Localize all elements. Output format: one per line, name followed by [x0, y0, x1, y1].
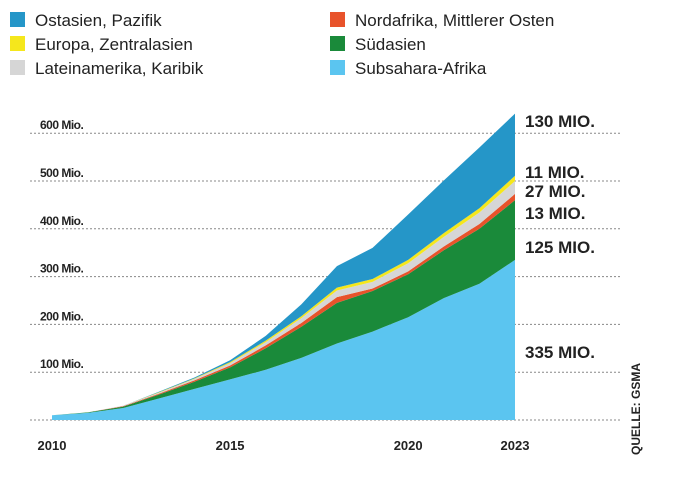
- legend-swatch: [330, 12, 345, 27]
- legend-label: Europa, Zentralasien: [35, 35, 193, 54]
- y-tick-label: 400 Mio.: [40, 214, 84, 228]
- legend-swatch: [10, 12, 25, 27]
- end-label: 335 MIO.: [525, 343, 595, 362]
- source-label: QUELLE: GSMA: [629, 363, 643, 455]
- area-subsahara-afrika: [52, 259, 515, 420]
- x-tick-label: 2015: [216, 438, 245, 453]
- end-label: 130 MIO.: [525, 112, 595, 131]
- end-label: 125 MIO.: [525, 238, 595, 257]
- x-tick-label: 2023: [501, 438, 530, 453]
- end-label: 27 MIO.: [525, 182, 585, 201]
- legend-swatch: [330, 60, 345, 75]
- y-tick-label: 600 Mio.: [40, 118, 84, 132]
- legend-label: Lateinamerika, Karibik: [35, 59, 204, 78]
- end-label: 11 MIO.: [525, 163, 585, 182]
- y-tick-label: 300 Mio.: [40, 262, 84, 276]
- legend-label: Südasien: [355, 35, 426, 54]
- legend-swatch: [10, 60, 25, 75]
- legend-label: Subsahara-Afrika: [355, 59, 487, 78]
- y-tick-label: 200 Mio.: [40, 309, 84, 323]
- legend-swatch: [330, 36, 345, 51]
- y-tick-label: 100 Mio.: [40, 357, 84, 371]
- legend-label: Nordafrika, Mittlerer Osten: [355, 11, 554, 30]
- x-tick-label: 2010: [38, 438, 67, 453]
- legend-swatch: [10, 36, 25, 51]
- y-tick-label: 500 Mio.: [40, 166, 84, 180]
- area-südasien: [52, 200, 515, 416]
- end-label: 13 MIO.: [525, 204, 585, 223]
- x-tick-label: 2020: [394, 438, 423, 453]
- legend-label: Ostasien, Pazifik: [35, 11, 162, 30]
